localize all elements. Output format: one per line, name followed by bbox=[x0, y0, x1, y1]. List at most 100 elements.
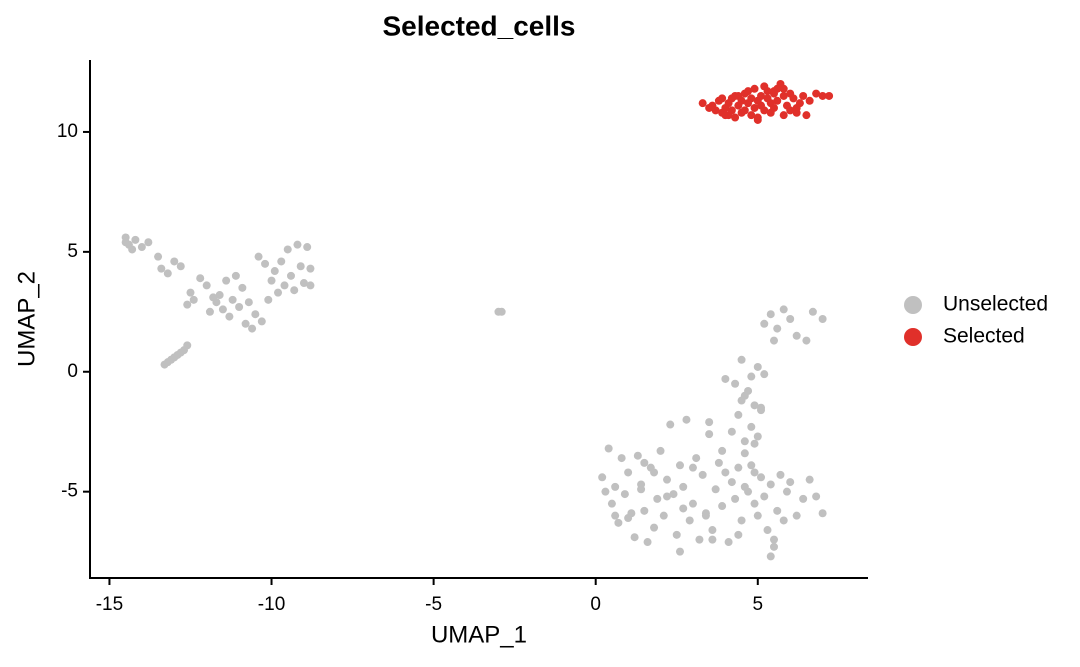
point bbox=[640, 506, 649, 515]
point bbox=[131, 235, 140, 244]
point bbox=[792, 331, 801, 340]
point bbox=[656, 446, 665, 455]
point bbox=[679, 504, 688, 513]
point bbox=[650, 523, 659, 532]
point bbox=[630, 533, 639, 542]
point bbox=[611, 482, 620, 491]
point bbox=[782, 487, 791, 496]
x-axis-title: UMAP_1 bbox=[431, 621, 527, 648]
point bbox=[607, 499, 616, 508]
point bbox=[497, 307, 506, 316]
point bbox=[598, 473, 607, 482]
point bbox=[731, 379, 740, 388]
point bbox=[769, 336, 778, 345]
point bbox=[760, 370, 769, 379]
point bbox=[698, 470, 707, 479]
point bbox=[744, 87, 753, 96]
y-axis-title: UMAP_2 bbox=[13, 271, 40, 367]
point bbox=[231, 271, 240, 280]
y-tick-label: 0 bbox=[67, 361, 78, 382]
point bbox=[264, 295, 273, 304]
point bbox=[653, 494, 662, 503]
point bbox=[769, 542, 778, 551]
point bbox=[786, 106, 795, 115]
point bbox=[604, 444, 613, 453]
point bbox=[825, 91, 834, 100]
point bbox=[753, 362, 762, 371]
point bbox=[637, 485, 646, 494]
point bbox=[225, 312, 234, 321]
point bbox=[154, 252, 163, 261]
point bbox=[659, 511, 668, 520]
point bbox=[808, 307, 817, 316]
point bbox=[750, 468, 759, 477]
point bbox=[805, 96, 814, 105]
point bbox=[624, 514, 633, 523]
point bbox=[779, 305, 788, 314]
point bbox=[750, 103, 759, 112]
point bbox=[779, 84, 788, 93]
point bbox=[293, 240, 302, 249]
point bbox=[643, 538, 652, 547]
point bbox=[757, 473, 766, 482]
point bbox=[701, 511, 710, 520]
point bbox=[757, 406, 766, 415]
legend-swatch bbox=[904, 296, 922, 314]
point bbox=[283, 245, 292, 254]
point bbox=[708, 526, 717, 535]
point bbox=[121, 238, 130, 247]
point bbox=[750, 84, 759, 93]
point bbox=[650, 468, 659, 477]
point bbox=[215, 291, 224, 300]
point bbox=[747, 372, 756, 381]
point bbox=[228, 295, 237, 304]
point bbox=[721, 374, 730, 383]
point bbox=[633, 451, 642, 460]
point bbox=[257, 317, 266, 326]
point bbox=[675, 547, 684, 556]
point bbox=[663, 475, 672, 484]
point bbox=[766, 310, 775, 319]
point bbox=[750, 401, 759, 410]
point bbox=[769, 535, 778, 544]
point bbox=[685, 516, 694, 525]
point bbox=[747, 111, 756, 120]
point bbox=[679, 482, 688, 491]
point bbox=[737, 96, 746, 105]
point bbox=[235, 303, 244, 312]
point bbox=[708, 535, 717, 544]
point bbox=[747, 461, 756, 470]
point bbox=[750, 499, 759, 508]
point bbox=[769, 103, 778, 112]
point bbox=[740, 449, 749, 458]
point bbox=[611, 511, 620, 520]
point bbox=[773, 506, 782, 515]
point bbox=[248, 324, 257, 333]
point bbox=[669, 490, 678, 499]
point bbox=[705, 418, 714, 427]
point bbox=[737, 355, 746, 364]
point bbox=[705, 430, 714, 439]
point bbox=[812, 492, 821, 501]
legend-label: Selected bbox=[943, 325, 1025, 348]
point bbox=[753, 511, 762, 520]
point bbox=[792, 511, 801, 520]
point bbox=[779, 516, 788, 525]
point bbox=[251, 310, 260, 319]
point bbox=[170, 257, 179, 266]
point bbox=[267, 276, 276, 285]
points bbox=[121, 79, 834, 561]
point bbox=[303, 243, 312, 252]
point bbox=[740, 106, 749, 115]
point bbox=[789, 94, 798, 103]
point bbox=[601, 487, 610, 496]
point bbox=[244, 298, 253, 307]
point bbox=[714, 458, 723, 467]
point bbox=[277, 257, 286, 266]
point bbox=[737, 396, 746, 405]
point bbox=[718, 94, 727, 103]
chart-title: Selected_cells bbox=[382, 10, 575, 41]
point bbox=[776, 470, 785, 479]
point bbox=[792, 103, 801, 112]
